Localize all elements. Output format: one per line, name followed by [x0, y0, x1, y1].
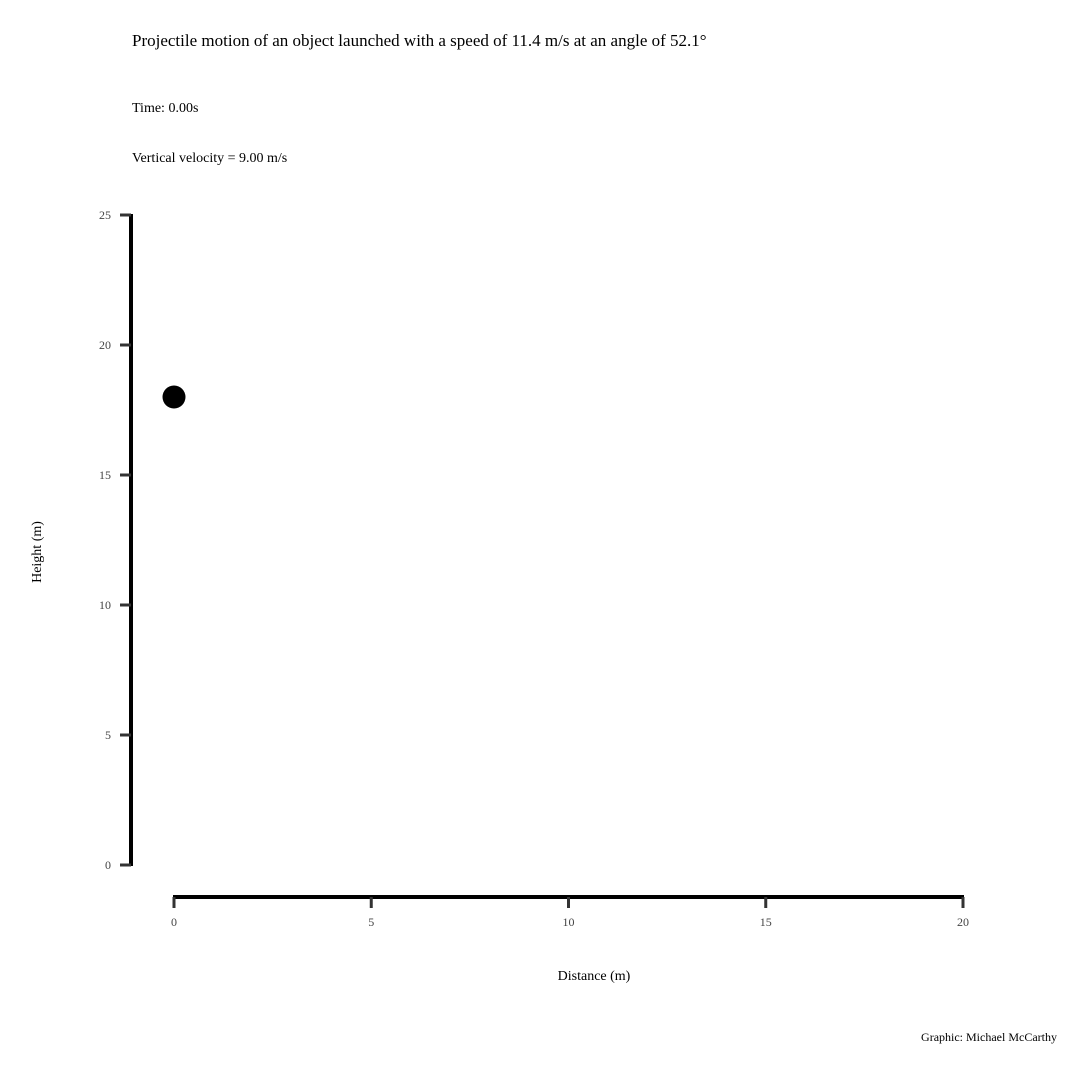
y-tick-label: 5	[105, 728, 111, 742]
y-tick-label: 20	[99, 338, 111, 352]
vertical-velocity-readout: Vertical velocity = 9.00 m/s	[132, 151, 288, 166]
x-axis-label: Distance (m)	[557, 969, 631, 984]
y-tick-label: 0	[105, 858, 111, 872]
data-points	[162, 385, 186, 409]
y-axis-label: Height (m)	[30, 521, 45, 583]
credit-text: Graphic: Michael McCarthy	[921, 1030, 1057, 1044]
x-axis: 0 5 10 15 20	[171, 895, 969, 929]
y-tick-label: 15	[99, 468, 111, 482]
y-axis: 0 5 10 15 20 25	[99, 208, 133, 872]
projectile-point	[162, 385, 186, 409]
y-tick-label: 10	[99, 598, 111, 612]
x-tick-label: 10	[563, 915, 575, 929]
x-tick-label: 15	[760, 915, 772, 929]
x-tick-label: 0	[171, 915, 177, 929]
x-tick-label: 20	[957, 915, 969, 929]
chart-title: Projectile motion of an object launched …	[132, 31, 707, 50]
x-tick-label: 5	[368, 915, 374, 929]
y-tick-label: 25	[99, 208, 111, 222]
time-readout: Time: 0.00s	[132, 101, 199, 116]
